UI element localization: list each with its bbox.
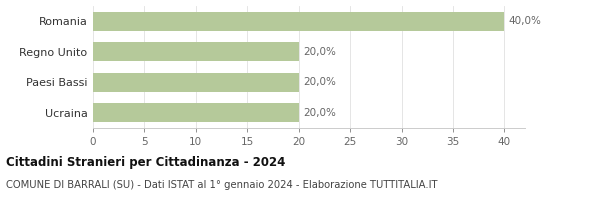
Bar <box>93 73 299 92</box>
Text: 20,0%: 20,0% <box>303 47 336 57</box>
Bar <box>93 12 505 31</box>
Text: 20,0%: 20,0% <box>303 77 336 87</box>
Text: Cittadini Stranieri per Cittadinanza - 2024: Cittadini Stranieri per Cittadinanza - 2… <box>6 156 286 169</box>
Bar <box>93 103 299 122</box>
Text: 40,0%: 40,0% <box>509 16 541 26</box>
Text: COMUNE DI BARRALI (SU) - Dati ISTAT al 1° gennaio 2024 - Elaborazione TUTTITALIA: COMUNE DI BARRALI (SU) - Dati ISTAT al 1… <box>6 180 437 190</box>
Text: 20,0%: 20,0% <box>303 108 336 118</box>
Bar <box>93 42 299 61</box>
